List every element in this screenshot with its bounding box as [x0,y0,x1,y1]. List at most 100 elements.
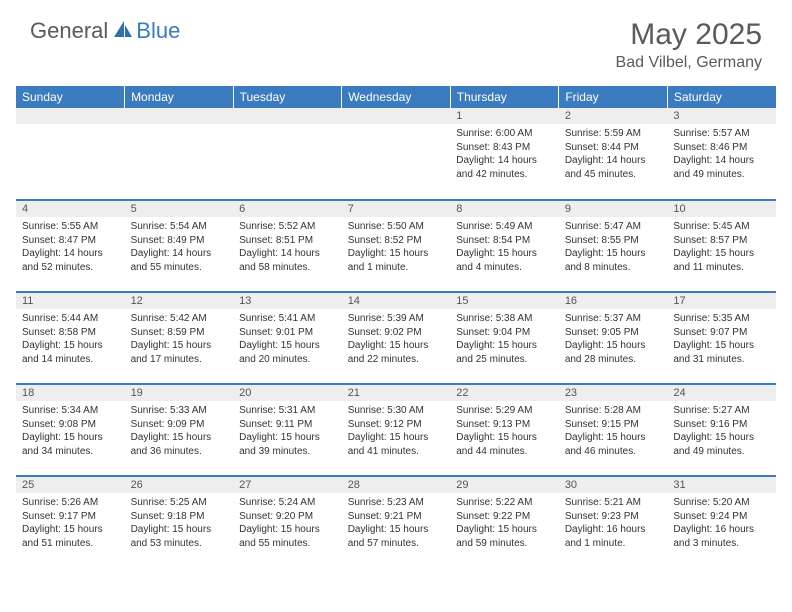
calendar-day-cell: 2Sunrise: 5:59 AMSunset: 8:44 PMDaylight… [559,108,668,200]
day-details: Sunrise: 5:33 AMSunset: 9:09 PMDaylight:… [125,401,234,462]
calendar-day-cell: 5Sunrise: 5:54 AMSunset: 8:49 PMDaylight… [125,200,234,292]
calendar-empty-cell [16,108,125,200]
weekday-header: Wednesday [342,86,451,108]
weekday-header: Friday [559,86,668,108]
day-details: Sunrise: 6:00 AMSunset: 8:43 PMDaylight:… [450,124,559,185]
calendar-day-cell: 25Sunrise: 5:26 AMSunset: 9:17 PMDayligh… [16,476,125,568]
day-number: 11 [16,293,125,309]
brand-logo: General Blue [30,18,180,44]
day-number: 16 [559,293,668,309]
day-number: 23 [559,385,668,401]
day-number [342,108,451,124]
calendar-day-cell: 7Sunrise: 5:50 AMSunset: 8:52 PMDaylight… [342,200,451,292]
weekday-header: Sunday [16,86,125,108]
calendar-day-cell: 18Sunrise: 5:34 AMSunset: 9:08 PMDayligh… [16,384,125,476]
day-number: 21 [342,385,451,401]
calendar-day-cell: 15Sunrise: 5:38 AMSunset: 9:04 PMDayligh… [450,292,559,384]
day-details: Sunrise: 5:20 AMSunset: 9:24 PMDaylight:… [667,493,776,554]
day-number: 20 [233,385,342,401]
calendar-day-cell: 22Sunrise: 5:29 AMSunset: 9:13 PMDayligh… [450,384,559,476]
location-label: Bad Vilbel, Germany [616,54,762,72]
calendar-week-row: 4Sunrise: 5:55 AMSunset: 8:47 PMDaylight… [16,200,776,292]
day-details: Sunrise: 5:28 AMSunset: 9:15 PMDaylight:… [559,401,668,462]
calendar-head: SundayMondayTuesdayWednesdayThursdayFrid… [16,86,776,108]
month-title: May 2025 [616,18,762,52]
day-number: 24 [667,385,776,401]
calendar-day-cell: 10Sunrise: 5:45 AMSunset: 8:57 PMDayligh… [667,200,776,292]
day-details: Sunrise: 5:23 AMSunset: 9:21 PMDaylight:… [342,493,451,554]
day-number: 27 [233,477,342,493]
calendar-day-cell: 21Sunrise: 5:30 AMSunset: 9:12 PMDayligh… [342,384,451,476]
day-number: 4 [16,201,125,217]
day-number: 19 [125,385,234,401]
weekday-header: Thursday [450,86,559,108]
day-details: Sunrise: 5:41 AMSunset: 9:01 PMDaylight:… [233,309,342,370]
calendar-day-cell: 17Sunrise: 5:35 AMSunset: 9:07 PMDayligh… [667,292,776,384]
day-details: Sunrise: 5:27 AMSunset: 9:16 PMDaylight:… [667,401,776,462]
day-number: 2 [559,108,668,124]
day-number: 9 [559,201,668,217]
day-number: 10 [667,201,776,217]
day-number: 5 [125,201,234,217]
calendar-empty-cell [233,108,342,200]
calendar-day-cell: 3Sunrise: 5:57 AMSunset: 8:46 PMDaylight… [667,108,776,200]
day-number: 30 [559,477,668,493]
day-details: Sunrise: 5:47 AMSunset: 8:55 PMDaylight:… [559,217,668,278]
calendar-day-cell: 26Sunrise: 5:25 AMSunset: 9:18 PMDayligh… [125,476,234,568]
calendar-week-row: 1Sunrise: 6:00 AMSunset: 8:43 PMDaylight… [16,108,776,200]
day-details: Sunrise: 5:30 AMSunset: 9:12 PMDaylight:… [342,401,451,462]
day-number: 1 [450,108,559,124]
calendar-day-cell: 30Sunrise: 5:21 AMSunset: 9:23 PMDayligh… [559,476,668,568]
calendar-grid: SundayMondayTuesdayWednesdayThursdayFrid… [16,86,776,568]
day-number: 15 [450,293,559,309]
day-details: Sunrise: 5:29 AMSunset: 9:13 PMDaylight:… [450,401,559,462]
day-number: 12 [125,293,234,309]
calendar-day-cell: 13Sunrise: 5:41 AMSunset: 9:01 PMDayligh… [233,292,342,384]
day-details: Sunrise: 5:55 AMSunset: 8:47 PMDaylight:… [16,217,125,278]
brand-primary: General [30,18,108,44]
day-details: Sunrise: 5:42 AMSunset: 8:59 PMDaylight:… [125,309,234,370]
calendar-day-cell: 16Sunrise: 5:37 AMSunset: 9:05 PMDayligh… [559,292,668,384]
calendar-day-cell: 27Sunrise: 5:24 AMSunset: 9:20 PMDayligh… [233,476,342,568]
calendar-week-row: 25Sunrise: 5:26 AMSunset: 9:17 PMDayligh… [16,476,776,568]
calendar-day-cell: 23Sunrise: 5:28 AMSunset: 9:15 PMDayligh… [559,384,668,476]
calendar-week-row: 11Sunrise: 5:44 AMSunset: 8:58 PMDayligh… [16,292,776,384]
day-number: 8 [450,201,559,217]
calendar-empty-cell [342,108,451,200]
weekday-header: Saturday [667,86,776,108]
day-details: Sunrise: 5:38 AMSunset: 9:04 PMDaylight:… [450,309,559,370]
day-number: 18 [16,385,125,401]
title-block: May 2025 Bad Vilbel, Germany [616,18,762,72]
calendar-day-cell: 29Sunrise: 5:22 AMSunset: 9:22 PMDayligh… [450,476,559,568]
weekday-header: Tuesday [233,86,342,108]
day-details: Sunrise: 5:22 AMSunset: 9:22 PMDaylight:… [450,493,559,554]
calendar-day-cell: 1Sunrise: 6:00 AMSunset: 8:43 PMDaylight… [450,108,559,200]
day-details: Sunrise: 5:34 AMSunset: 9:08 PMDaylight:… [16,401,125,462]
day-details: Sunrise: 5:49 AMSunset: 8:54 PMDaylight:… [450,217,559,278]
day-details: Sunrise: 5:44 AMSunset: 8:58 PMDaylight:… [16,309,125,370]
day-details: Sunrise: 5:52 AMSunset: 8:51 PMDaylight:… [233,217,342,278]
day-details: Sunrise: 5:39 AMSunset: 9:02 PMDaylight:… [342,309,451,370]
weekday-row: SundayMondayTuesdayWednesdayThursdayFrid… [16,86,776,108]
calendar-day-cell: 8Sunrise: 5:49 AMSunset: 8:54 PMDaylight… [450,200,559,292]
day-number: 22 [450,385,559,401]
calendar-day-cell: 4Sunrise: 5:55 AMSunset: 8:47 PMDaylight… [16,200,125,292]
day-number [233,108,342,124]
day-number: 7 [342,201,451,217]
day-details: Sunrise: 5:37 AMSunset: 9:05 PMDaylight:… [559,309,668,370]
calendar-day-cell: 11Sunrise: 5:44 AMSunset: 8:58 PMDayligh… [16,292,125,384]
day-number: 17 [667,293,776,309]
calendar-day-cell: 20Sunrise: 5:31 AMSunset: 9:11 PMDayligh… [233,384,342,476]
day-details: Sunrise: 5:26 AMSunset: 9:17 PMDaylight:… [16,493,125,554]
day-number: 6 [233,201,342,217]
day-number: 26 [125,477,234,493]
day-number: 29 [450,477,559,493]
calendar-day-cell: 14Sunrise: 5:39 AMSunset: 9:02 PMDayligh… [342,292,451,384]
brand-sail-icon [112,19,134,44]
day-details: Sunrise: 5:54 AMSunset: 8:49 PMDaylight:… [125,217,234,278]
weekday-header: Monday [125,86,234,108]
day-details: Sunrise: 5:35 AMSunset: 9:07 PMDaylight:… [667,309,776,370]
calendar-day-cell: 31Sunrise: 5:20 AMSunset: 9:24 PMDayligh… [667,476,776,568]
day-number: 3 [667,108,776,124]
day-details: Sunrise: 5:45 AMSunset: 8:57 PMDaylight:… [667,217,776,278]
